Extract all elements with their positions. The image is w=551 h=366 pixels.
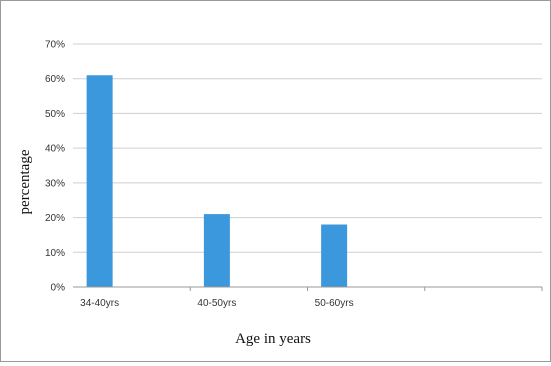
y-tick-labels: 0% 10% 20% 30% 40% 50% 60% 70%: [45, 40, 65, 294]
y-tick-label: 40%: [45, 144, 65, 155]
x-tick-label: 50-60yrs: [315, 298, 354, 309]
gridlines: [73, 43, 542, 253]
bar: [203, 214, 230, 287]
y-tick-label: 60%: [45, 74, 65, 85]
y-axis-label: percentage: [17, 149, 33, 214]
x-tick-label: 34-40yrs: [80, 298, 119, 309]
x-axis-label: Age in years: [235, 331, 311, 347]
x-tick-label: 40-50yrs: [197, 298, 236, 309]
y-tick-label: 70%: [45, 40, 65, 51]
bars: [86, 75, 348, 287]
y-tick-label: 0%: [51, 283, 66, 294]
y-tick-label: 20%: [45, 213, 65, 224]
y-tick-label: 50%: [45, 109, 65, 120]
y-tick-label: 30%: [45, 178, 65, 189]
bar: [86, 75, 113, 287]
bar: [321, 224, 348, 287]
y-tick-label: 10%: [45, 248, 65, 259]
x-tick-labels: 34-40yrs 40-50yrs 50-60yrs: [80, 287, 543, 309]
